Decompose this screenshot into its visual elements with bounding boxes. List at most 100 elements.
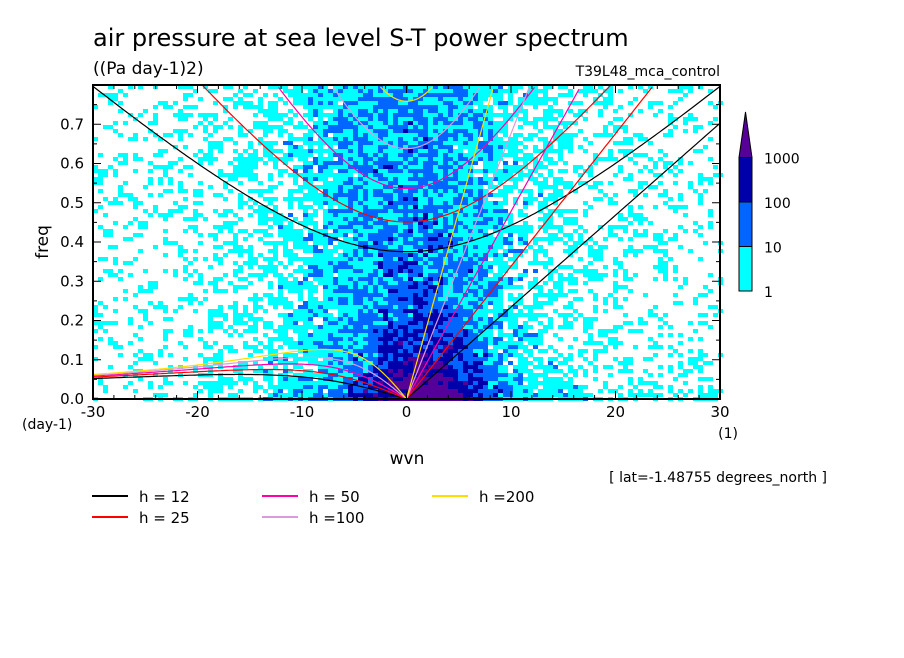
contour-cell [573,297,578,301]
contour-cell [93,137,98,141]
contour-cell [698,337,703,341]
contour-cell [133,201,138,205]
contour-cell [638,85,643,89]
contour-cell [628,329,633,333]
contour-cell [483,93,488,97]
contour-cell [288,205,293,209]
contour-cell [443,309,448,313]
contour-cell [588,237,593,241]
contour-cell [458,145,463,149]
contour-cell [258,305,263,309]
contour-cell [108,273,113,277]
contour-cell [338,117,343,121]
contour-cell [248,261,253,265]
contour-cell [393,125,398,129]
contour-cell [458,241,463,245]
contour-cell [293,377,298,381]
contour-cell [368,133,373,137]
contour-cell [533,93,538,97]
contour-cell [323,185,328,189]
contour-cell [418,305,423,309]
contour-cell [348,153,353,157]
contour-cell [398,305,403,309]
contour-cell [228,177,233,181]
contour-cell [363,265,368,269]
contour-cell [393,317,398,321]
contour-cell [233,285,238,289]
contour-cell [448,269,453,273]
contour-cell [468,117,473,121]
contour-cell [263,229,268,233]
contour-cell [283,85,288,89]
contour-cell [173,145,178,149]
contour-cell [418,221,423,225]
contour-cell [303,373,308,377]
contour-cell [198,213,203,217]
contour-cell [383,125,388,129]
contour-cell [208,345,213,349]
contour-cell [408,117,413,121]
contour-cell [663,277,668,281]
contour-cell [338,369,343,373]
contour-cell [98,257,103,261]
contour-cell [358,285,363,289]
contour-cell [708,209,713,213]
contour-cell [263,321,268,325]
contour-cell [103,269,108,273]
contour-cell [413,237,418,241]
contour-cell [453,233,458,237]
contour-cell [498,357,503,361]
contour-cell [163,149,168,153]
contour-cell [363,181,368,185]
contour-cell [438,345,443,349]
contour-cell [388,205,393,209]
contour-cell [373,213,378,217]
contour-cell [543,89,548,93]
contour-cell [423,273,428,277]
contour-cell [428,321,433,325]
contour-cell [533,85,538,89]
contour-cell [288,353,293,357]
contour-cell [333,109,338,113]
contour-cell [308,333,313,337]
contour-cell [318,177,323,181]
contour-cell [273,165,278,169]
contour-cell [593,153,598,157]
contour-cell [713,165,718,169]
contour-cell [268,145,273,149]
contour-cell [558,113,563,117]
contour-cell [263,273,268,277]
contour-cell [118,277,123,281]
contour-cell [343,189,348,193]
contour-cell [638,153,643,157]
contour-cell [463,253,468,257]
contour-cell [368,125,373,129]
contour-cell [293,253,298,257]
contour-cell [468,149,473,153]
contour-cell [348,225,353,229]
contour-cell [463,133,468,137]
contour-cell [518,333,523,337]
contour-cell [263,377,268,381]
contour-cell [213,313,218,317]
contour-cell [508,145,513,149]
contour-cell [298,293,303,297]
contour-cell [273,217,278,221]
contour-cell [358,349,363,353]
contour-cell [523,313,528,317]
contour-cell [388,325,393,329]
contour-cell [178,245,183,249]
contour-cell [483,349,488,353]
contour-cell [373,145,378,149]
contour-cell [138,349,143,353]
contour-cell [408,169,413,173]
contour-cell [378,361,383,365]
contour-cell [568,93,573,97]
contour-cell [463,213,468,217]
contour-cell [403,145,408,149]
contour-cell [558,177,563,181]
contour-cell [628,289,633,293]
contour-cell [443,201,448,205]
contour-cell [213,281,218,285]
contour-cell [443,333,448,337]
